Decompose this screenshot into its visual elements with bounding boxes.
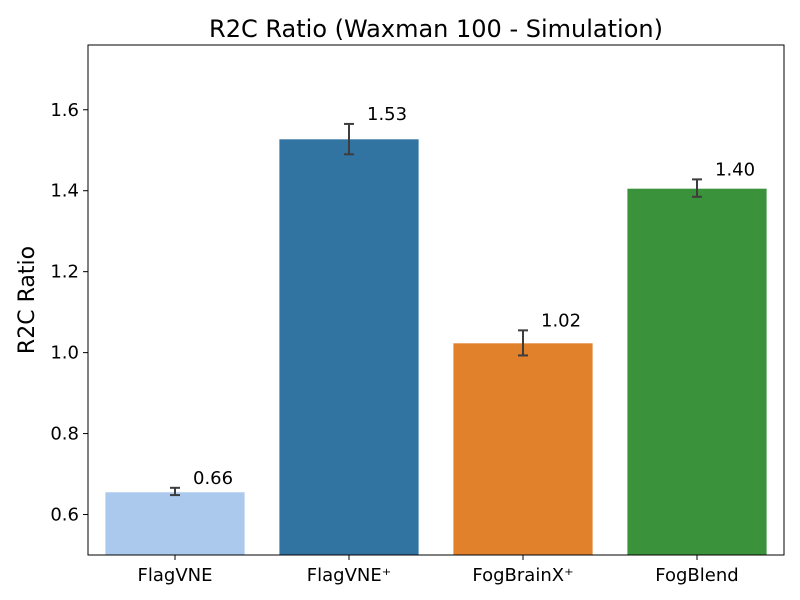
bar-2 xyxy=(453,343,593,555)
data-label-2: 1.02 xyxy=(541,310,581,331)
x-tick-label-3: FogBlend xyxy=(655,565,738,586)
x-tick-label-0: FlagVNE xyxy=(138,565,213,586)
data-label-3: 1.40 xyxy=(715,159,755,180)
y-tick-label-3: 1.2 xyxy=(50,262,79,283)
bar-1 xyxy=(279,139,419,556)
bar-3 xyxy=(627,188,767,555)
chart-title: R2C Ratio (Waxman 100 - Simulation) xyxy=(209,15,663,43)
y-tick-label-4: 1.4 xyxy=(50,181,79,202)
x-tick-label-2: FogBrainX⁺ xyxy=(472,565,573,586)
y-tick-label-0: 0.6 xyxy=(50,505,79,526)
y-tick-label-2: 1.0 xyxy=(50,343,79,364)
x-tick-label-1: FlagVNE⁺ xyxy=(307,565,391,586)
y-tick-label-1: 0.8 xyxy=(50,424,79,445)
y-axis-label: R2C Ratio xyxy=(15,246,40,354)
plot-area: 0.66 FlagVNE 1.53 FlagVNE⁺ 1.02 FogBrainX⁺ 1.4… xyxy=(50,44,785,586)
bar-0 xyxy=(105,492,245,555)
data-label-1: 1.53 xyxy=(367,104,407,125)
y-tick-label-5: 1.6 xyxy=(50,100,79,121)
data-label-0: 0.66 xyxy=(193,468,233,489)
axes-frame xyxy=(87,44,785,556)
